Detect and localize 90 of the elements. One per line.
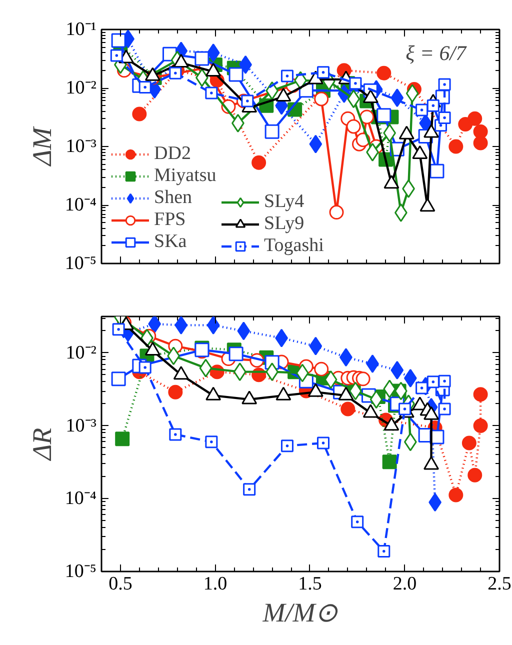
point <box>243 483 256 496</box>
legend-label: DD2 <box>154 143 191 165</box>
point <box>316 66 330 79</box>
legend-label: SLy9 <box>264 213 304 235</box>
point <box>351 516 364 528</box>
point <box>206 44 220 62</box>
point <box>346 119 361 134</box>
point <box>309 134 322 154</box>
point <box>370 390 383 409</box>
point <box>296 364 309 382</box>
point <box>438 402 451 416</box>
point <box>168 384 183 400</box>
x-tick-label: 0.5 <box>108 574 132 594</box>
point <box>314 92 329 106</box>
point <box>138 361 152 374</box>
point <box>110 49 123 62</box>
x-tick-label: 2.5 <box>488 574 512 594</box>
y-tick-label: 10⁻⁴ <box>64 194 97 216</box>
point <box>473 136 488 150</box>
y-tick-label: 10⁻³ <box>66 136 97 157</box>
point <box>448 139 464 154</box>
point <box>233 362 246 382</box>
point <box>228 67 244 82</box>
point <box>264 124 280 139</box>
point <box>132 106 147 122</box>
point <box>360 110 374 124</box>
legend-label: SLy4 <box>264 191 304 213</box>
point <box>473 387 488 402</box>
legend-label: Togashi <box>264 235 324 257</box>
y-tick-label: 10⁻⁴ <box>64 488 97 510</box>
point <box>376 66 392 80</box>
point <box>138 81 152 94</box>
x-tick-label: 2.0 <box>392 574 417 594</box>
point <box>280 440 294 452</box>
point <box>398 402 411 416</box>
point <box>473 418 488 434</box>
point <box>390 360 404 380</box>
y-tick-label: 10⁻³ <box>66 415 97 436</box>
point <box>206 316 220 334</box>
point <box>390 88 404 108</box>
point <box>228 346 244 362</box>
x-axis-title: M/M⊙ <box>262 598 338 628</box>
point <box>194 51 210 66</box>
point <box>438 112 451 124</box>
point <box>376 108 392 123</box>
legend-label: Shen <box>154 187 192 209</box>
point <box>199 358 212 378</box>
point <box>448 488 464 502</box>
y-tick-label: 10⁻⁵ <box>64 561 96 582</box>
x-tick-label: 1.0 <box>203 574 228 594</box>
point <box>169 66 182 80</box>
point <box>406 84 419 103</box>
point <box>115 432 130 446</box>
y-tick-label: 10⁻¹ <box>66 19 97 40</box>
y-axis-title: ΔM <box>26 126 57 167</box>
y-axis-title: ΔR <box>26 427 57 462</box>
point <box>468 111 482 126</box>
point <box>174 316 188 334</box>
point <box>205 436 218 448</box>
point <box>252 155 266 170</box>
point <box>356 372 370 386</box>
legend-label: SKa <box>154 231 187 253</box>
point <box>340 402 356 416</box>
x-tick-label: 1.5 <box>298 574 322 594</box>
point <box>148 316 161 334</box>
point <box>205 86 218 100</box>
point <box>416 382 428 394</box>
point <box>426 376 440 388</box>
point <box>280 70 294 82</box>
point <box>324 370 338 389</box>
point <box>329 205 344 220</box>
point <box>438 374 451 388</box>
y-tick-label: 10⁻⁵ <box>64 253 96 274</box>
point <box>111 33 126 48</box>
annotation: ξ = 6/7 <box>406 40 468 65</box>
legend-label: FPS <box>154 209 186 231</box>
point <box>468 468 482 482</box>
point <box>169 428 182 441</box>
point <box>309 336 322 356</box>
y-tick-label: 10⁻² <box>66 78 97 98</box>
point <box>241 94 254 108</box>
point <box>382 454 397 470</box>
point <box>349 77 362 90</box>
point <box>112 323 125 336</box>
point <box>426 99 440 112</box>
point <box>314 362 329 376</box>
legend-label: Miyatsu <box>154 165 216 187</box>
point <box>462 436 476 450</box>
y-tick-label: 10⁻² <box>66 342 97 364</box>
point <box>237 322 250 340</box>
